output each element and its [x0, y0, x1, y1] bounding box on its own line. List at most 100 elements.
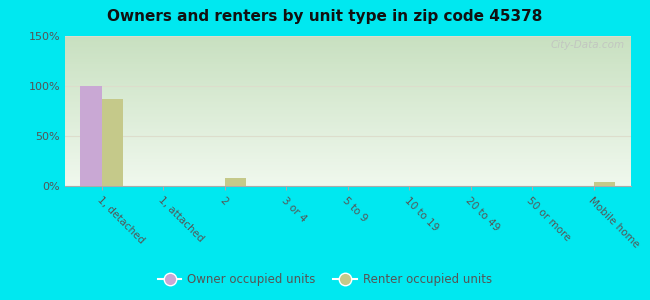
Bar — [65, 177, 630, 178]
Bar — [65, 42, 630, 44]
Bar — [65, 159, 630, 160]
Bar — [65, 74, 630, 75]
Bar — [65, 63, 630, 64]
Bar — [65, 122, 630, 123]
Text: Owners and renters by unit type in zip code 45378: Owners and renters by unit type in zip c… — [107, 9, 543, 24]
Bar — [65, 117, 630, 118]
Bar — [65, 182, 630, 183]
Bar — [65, 50, 630, 51]
Bar — [65, 174, 630, 176]
Bar — [65, 85, 630, 87]
Bar — [65, 99, 630, 100]
Bar — [65, 46, 630, 48]
Bar — [65, 171, 630, 172]
Bar — [65, 80, 630, 81]
Bar — [65, 81, 630, 82]
Bar — [65, 105, 630, 106]
Bar — [65, 51, 630, 52]
Bar — [65, 102, 630, 104]
Bar — [65, 40, 630, 42]
Legend: Owner occupied units, Renter occupied units: Owner occupied units, Renter occupied un… — [153, 269, 497, 291]
Bar — [65, 108, 630, 110]
Bar — [65, 68, 630, 69]
Bar — [65, 64, 630, 66]
Bar — [65, 82, 630, 84]
Bar — [65, 45, 630, 46]
Bar — [65, 75, 630, 76]
Bar — [65, 134, 630, 135]
Bar — [65, 103, 630, 105]
Bar — [65, 106, 630, 108]
Bar — [65, 126, 630, 128]
Bar — [65, 168, 630, 170]
Bar — [65, 124, 630, 126]
Bar — [65, 48, 630, 50]
Bar — [65, 70, 630, 72]
Bar — [65, 78, 630, 80]
Bar — [65, 88, 630, 90]
Bar — [65, 94, 630, 96]
Bar — [65, 90, 630, 92]
Bar — [65, 176, 630, 177]
Bar — [65, 180, 630, 182]
Bar — [65, 129, 630, 130]
Bar — [225, 178, 246, 186]
Bar — [65, 44, 630, 45]
Bar — [65, 84, 630, 86]
Bar — [65, 183, 630, 184]
Bar — [81, 86, 102, 186]
Bar — [65, 60, 630, 61]
Bar — [65, 66, 630, 68]
Bar — [65, 61, 630, 63]
Bar — [65, 160, 630, 162]
Bar — [65, 138, 630, 140]
Bar — [65, 169, 630, 171]
Bar — [65, 116, 630, 117]
Bar — [65, 158, 630, 159]
Bar — [65, 140, 630, 141]
Bar — [65, 114, 630, 116]
Bar — [65, 144, 630, 146]
Bar — [65, 167, 630, 168]
Bar — [65, 178, 630, 180]
Bar — [65, 112, 630, 114]
Bar — [65, 162, 630, 164]
Bar — [65, 132, 630, 134]
Bar — [65, 156, 630, 158]
Bar — [65, 58, 630, 60]
Bar — [65, 36, 630, 38]
Bar — [65, 98, 630, 99]
Bar — [65, 118, 630, 120]
Bar — [65, 153, 630, 154]
Bar — [65, 111, 630, 112]
Bar — [65, 130, 630, 132]
Bar — [65, 76, 630, 78]
Bar — [65, 38, 630, 39]
Bar — [593, 182, 615, 186]
Text: City-Data.com: City-Data.com — [551, 40, 625, 50]
Bar — [102, 99, 124, 186]
Bar — [65, 110, 630, 111]
Bar — [65, 164, 630, 165]
Bar — [65, 92, 630, 93]
Bar — [65, 57, 630, 58]
Bar — [65, 148, 630, 150]
Bar — [65, 123, 630, 124]
Bar — [65, 146, 630, 147]
Bar — [65, 56, 630, 57]
Bar — [65, 154, 630, 156]
Bar — [65, 165, 630, 166]
Bar — [65, 39, 630, 40]
Bar — [65, 172, 630, 174]
Bar — [65, 184, 630, 186]
Bar — [65, 96, 630, 98]
Bar — [65, 136, 630, 138]
Bar — [65, 142, 630, 144]
Bar — [65, 120, 630, 122]
Bar — [65, 93, 630, 94]
Bar — [65, 72, 630, 74]
Bar — [65, 152, 630, 153]
Bar — [65, 128, 630, 129]
Bar — [65, 69, 630, 70]
Bar — [65, 52, 630, 54]
